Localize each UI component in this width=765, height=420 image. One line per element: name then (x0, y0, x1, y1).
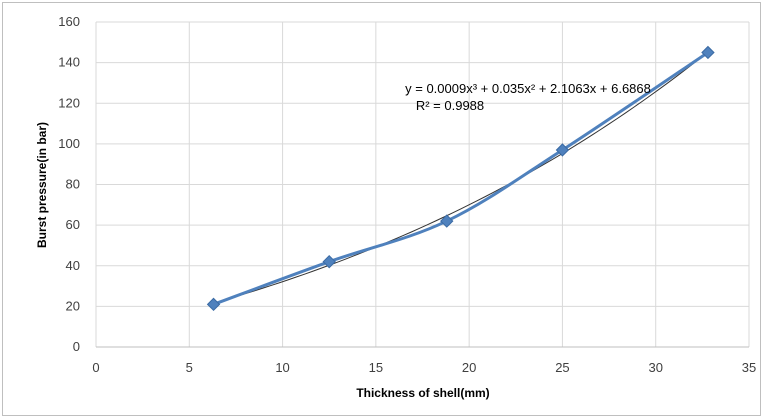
y-tick-label: 140 (58, 55, 80, 70)
x-tick-labels: 0 5 10 15 20 25 30 35 (92, 360, 756, 375)
y-tick-label: 120 (58, 95, 80, 110)
y-tick-label: 100 (58, 136, 80, 151)
y-tick-label: 40 (66, 258, 80, 273)
y-tick-label: 60 (66, 217, 80, 232)
x-axis-title: Thickness of shell(mm) (356, 386, 489, 400)
data-point-marker (206, 297, 221, 312)
x-tick-label: 20 (462, 360, 476, 375)
r-squared-label: R² = 0.9988 (416, 98, 484, 113)
y-tick-labels: 0 20 40 60 80 100 120 140 160 (58, 14, 80, 354)
y-tick-label: 20 (66, 298, 80, 313)
data-point-marker (440, 214, 454, 228)
grid (95, 21, 750, 348)
trendline-layer (213, 51, 709, 304)
y-tick-label: 80 (66, 177, 80, 192)
y-tick-label: 160 (58, 14, 80, 29)
trendline (213, 51, 709, 304)
x-tick-label: 5 (186, 360, 193, 375)
x-tick-label: 0 (92, 360, 99, 375)
x-tick-label: 15 (369, 360, 383, 375)
trendline-equation: y = 0.0009x³ + 0.035x² + 2.1063x + 6.686… (405, 81, 651, 96)
data-point-marker (701, 45, 715, 60)
series-layer (206, 45, 715, 312)
data-point-marker (322, 254, 336, 269)
x-tick-label: 35 (742, 360, 756, 375)
y-tick-label: 0 (73, 339, 80, 354)
x-tick-label: 30 (648, 360, 662, 375)
y-axis-title: Burst pressure(in bar) (35, 122, 49, 248)
data-point-marker (555, 143, 570, 157)
x-tick-label: 25 (555, 360, 569, 375)
x-tick-label: 10 (275, 360, 289, 375)
